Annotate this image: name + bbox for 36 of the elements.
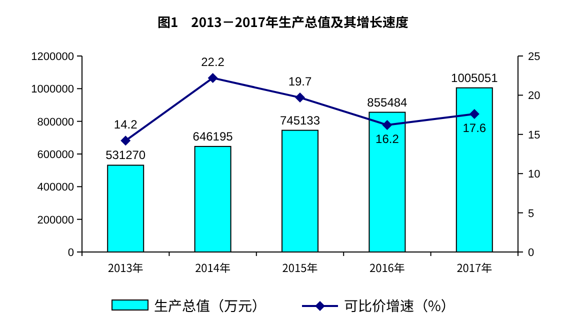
- y2-tick-label: 0: [528, 247, 534, 259]
- legend-label: 可比价增速（%）: [344, 296, 455, 316]
- data-label: 646195: [192, 129, 234, 144]
- y-tick-label: 400000: [37, 182, 74, 194]
- y2-tick-label: 5: [528, 208, 534, 220]
- y-tick-label: 600000: [37, 149, 74, 161]
- y-tick-label: 1000000: [31, 84, 74, 96]
- y2-tick-label: 15: [528, 129, 540, 142]
- y2-tick-label: 25: [528, 51, 540, 63]
- x-tick-label: 2013年: [108, 260, 144, 276]
- data-label: 745133: [280, 113, 320, 128]
- point: [295, 92, 305, 103]
- data-label: 855484: [367, 95, 408, 110]
- y-tick-label: 800000: [37, 116, 74, 128]
- point: [382, 120, 392, 130]
- x-tick-label: 2014年: [195, 260, 231, 276]
- legend-label: 生产总值（万元）: [154, 296, 266, 316]
- data-label: 22.2: [201, 54, 225, 69]
- data-label: 19.7: [288, 74, 312, 89]
- point: [208, 72, 218, 83]
- data-label: 531270: [106, 148, 146, 162]
- data-label: 1005051: [451, 70, 498, 85]
- y-tick-label: 0: [68, 247, 74, 259]
- y-tick-label: 1200000: [31, 51, 74, 63]
- y-tick-label: 200000: [37, 214, 74, 226]
- point: [120, 136, 131, 146]
- data-label: 17.6: [462, 121, 486, 136]
- x-tick-label: 2017年: [456, 260, 492, 276]
- point: [469, 109, 480, 120]
- x-tick-label: 2016年: [369, 260, 405, 276]
- data-label: 16.2: [376, 132, 400, 146]
- chart-title: 图1 2013－2017年生产总值及其增长速度: [157, 12, 409, 31]
- data-label: 14.2: [114, 118, 138, 132]
- y2-tick-label: 10: [528, 168, 540, 181]
- y2-tick-label: 20: [528, 90, 540, 102]
- x-tick-label: 2015年: [282, 260, 318, 276]
